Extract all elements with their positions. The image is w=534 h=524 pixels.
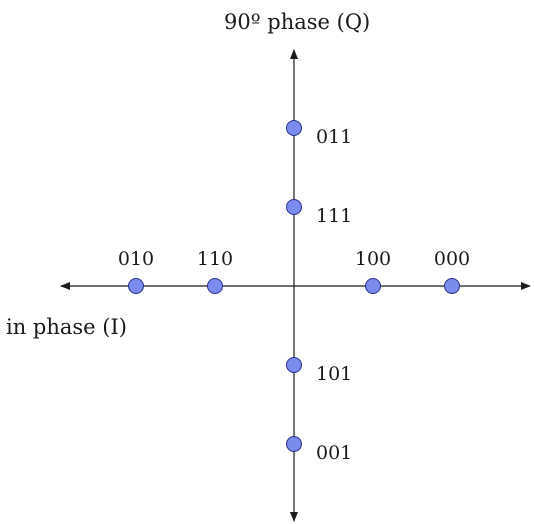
point-label-000: 000 bbox=[434, 248, 470, 270]
point-label-100: 100 bbox=[355, 248, 391, 270]
constellation-point-111 bbox=[286, 199, 302, 215]
point-label-001: 001 bbox=[316, 442, 352, 464]
constellation-point-100 bbox=[365, 278, 381, 294]
constellation-point-001 bbox=[286, 436, 302, 452]
constellation-point-110 bbox=[207, 278, 223, 294]
constellation-point-000 bbox=[444, 278, 460, 294]
point-label-110: 110 bbox=[197, 248, 233, 270]
point-label-010: 010 bbox=[118, 248, 154, 270]
q-axis-title: 90º phase (Q) bbox=[224, 10, 371, 34]
point-label-111: 111 bbox=[316, 205, 352, 227]
constellation-points: 010 110 100 000 011 111 101 001 bbox=[118, 120, 470, 464]
constellation-point-011 bbox=[286, 120, 302, 136]
point-label-101: 101 bbox=[316, 363, 352, 385]
constellation-point-101 bbox=[286, 357, 302, 373]
constellation-point-010 bbox=[128, 278, 144, 294]
i-axis-title: in phase (I) bbox=[6, 315, 127, 339]
point-label-011: 011 bbox=[316, 126, 352, 148]
